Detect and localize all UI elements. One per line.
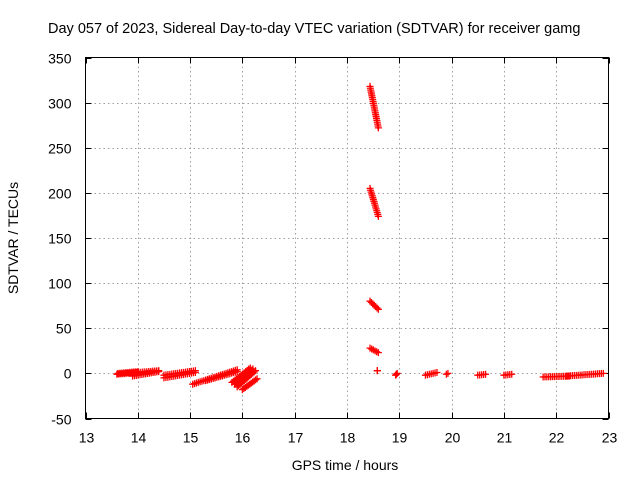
x-tick-label: 18 [340,430,356,446]
grid [85,57,609,419]
data-point-group [238,375,261,394]
data-point-group [442,369,452,378]
data-point [373,304,381,312]
data-point-group [366,297,382,313]
data-point-group [421,368,441,379]
data-point-group [373,367,381,375]
data-point-group [366,184,382,220]
data-point-group [366,82,382,132]
data-point [482,370,490,378]
x-tick-label: 16 [235,430,251,446]
data-point-group [366,344,382,357]
y-tick-label: 50 [56,321,72,337]
x-tick-label: 14 [131,430,147,446]
y-tick-label: -50 [51,412,71,428]
data-points [113,82,607,394]
y-tick-label: 250 [48,141,72,157]
data-point [374,349,382,357]
data-point [252,376,260,384]
y-tick-label: 200 [48,186,72,202]
y-tick-label: 100 [48,276,72,292]
data-point-group [129,368,163,380]
x-tick-label: 22 [549,430,565,446]
data-point [444,369,452,377]
data-point [433,368,441,376]
data-point [374,305,382,313]
x-tick-label: 23 [602,430,618,446]
x-tick-label: 13 [79,430,95,446]
y-axis-label: SDTVAR / TECUs [5,182,21,294]
x-tick-label: 19 [392,430,408,446]
data-point [599,369,607,377]
data-point-group [474,370,490,379]
axis-ticks: 13 14 15 16 17 18 19 20 21 22 23 -50 0 50 100 150 200 250… [48,51,617,446]
data-point [191,368,199,376]
data-point-group [392,369,401,379]
x-tick-label: 17 [288,430,304,446]
data-point [253,375,261,383]
x-tick-label: 21 [497,430,513,446]
y-tick-label: 0 [64,366,72,382]
data-point [508,370,516,378]
data-point-group [160,368,199,382]
y-tick-label: 300 [48,96,72,112]
x-tick-label: 15 [183,430,199,446]
data-point [392,370,400,378]
y-tick-label: 350 [48,51,72,67]
data-point [233,368,241,376]
data-point [373,367,381,375]
data-point [442,370,450,378]
data-point-group [563,369,607,380]
data-point [250,368,258,376]
data-point [374,212,382,220]
data-point [155,368,163,376]
data-point [374,124,382,132]
data-point-group [233,367,259,391]
data-point [393,369,401,377]
chart-title: Day 057 of 2023, Sidereal Day-to-day VTE… [48,21,580,37]
y-tick-label: 150 [48,231,72,247]
data-point [251,367,259,375]
x-axis-label: GPS time / hours [292,457,399,473]
data-point [373,348,381,356]
x-tick-label: 20 [445,430,461,446]
data-point-group [202,368,241,385]
data-point-group [500,370,516,379]
